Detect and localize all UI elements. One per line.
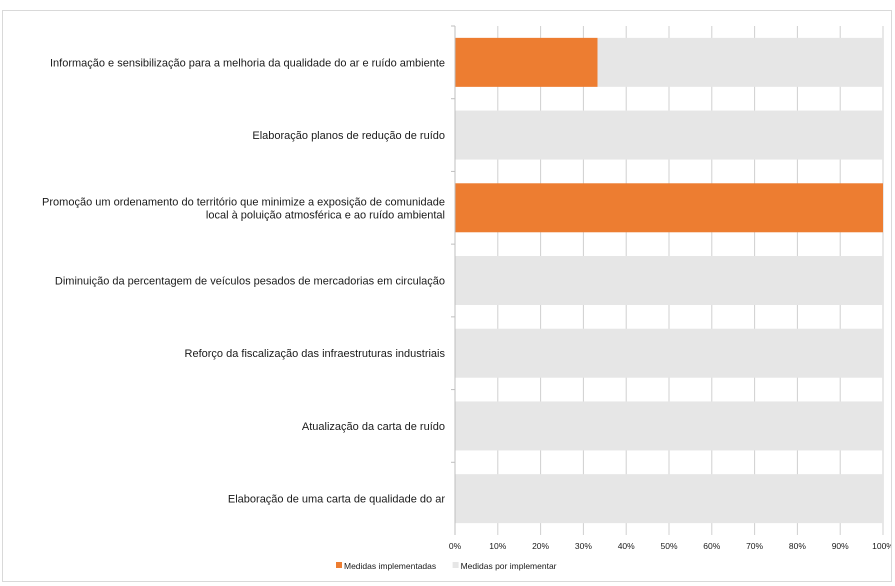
x-tick-label: 30% <box>575 541 592 551</box>
category-label: Promoção um ordenamento do território qu… <box>42 196 445 221</box>
bar-to-implement <box>455 256 883 305</box>
bar-to-implement <box>455 401 883 451</box>
x-tick-label: 50% <box>660 541 677 551</box>
bar-to-implement <box>455 328 883 378</box>
bars <box>455 37 883 524</box>
category-labels: Informação e sensibilização para a melho… <box>42 57 445 505</box>
legend-swatch <box>452 562 459 568</box>
category-label: Atualização da carta de ruído <box>302 421 445 433</box>
x-tick-label: 80% <box>789 541 806 551</box>
x-tick-label: 100% <box>872 541 891 551</box>
category-label: Diminuição da percentagem de veículos pe… <box>55 276 445 288</box>
category-label: Elaboração de uma carta de qualidade do … <box>228 494 445 506</box>
legend-label: Medidas por implementar <box>461 561 557 571</box>
legend-label: Medidas implementadas <box>344 561 436 571</box>
x-tick-label: 70% <box>746 541 763 551</box>
category-label: Elaboração planos de redução de ruído <box>252 130 445 142</box>
x-tick-label: 90% <box>832 541 849 551</box>
bar-to-implement <box>455 474 883 524</box>
bar-chart: Informação e sensibilização para a melho… <box>42 25 894 571</box>
x-tick-label: 60% <box>703 541 720 551</box>
category-label: Reforço da fiscalização das infraestrutu… <box>185 348 446 360</box>
legend-swatch <box>336 562 342 568</box>
axes <box>451 25 456 535</box>
bar-to-implement <box>597 37 883 87</box>
category-label: Informação e sensibilização para a melho… <box>50 57 445 69</box>
x-tick-labels: 0% 10% 20% 30% 40% 50% 60% 70% 80% 90% 100% <box>449 541 894 551</box>
x-tick-label: 40% <box>618 541 635 551</box>
x-tick-label: 20% <box>532 541 549 551</box>
x-tick-label: 0% <box>449 541 462 551</box>
x-tick-label: 10% <box>489 541 506 551</box>
bar-implemented <box>455 37 598 87</box>
bar-implemented <box>455 183 883 233</box>
legend: Medidas implementadas Medidas por impleme… <box>336 561 557 571</box>
bar-to-implement <box>455 110 883 160</box>
chart-frame: Informação e sensibilização para a melho… <box>2 10 894 582</box>
